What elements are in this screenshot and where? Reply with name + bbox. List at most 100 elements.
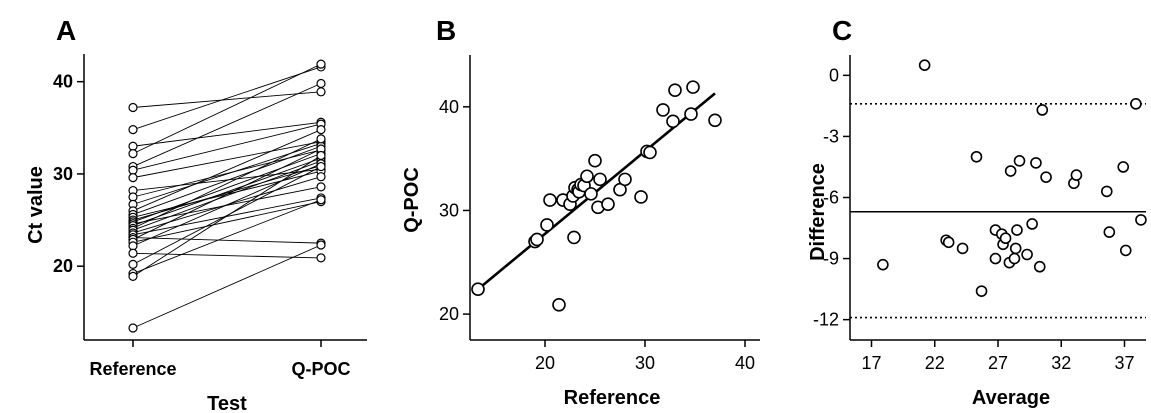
point-reference-25 [128,248,138,258]
point-reference-3 [128,149,138,159]
point-qpoc-15 [316,182,326,192]
pair-line-21 [132,237,322,244]
pair-line-28 [132,155,322,277]
b-xtick-label-0: 20 [535,353,555,373]
point-qpoc-17 [316,134,326,144]
pair-line-16 [132,157,322,227]
c-xtick-label-1: 22 [925,353,945,373]
c-point-15 [1009,242,1022,255]
b-point-30 [686,80,700,94]
b-point-0 [471,282,485,297]
a-ytick-label-0: 20 [53,256,73,276]
c-ytick-label-2: -6 [823,188,839,208]
c-point-3 [942,236,955,249]
point-reference-28 [128,271,138,281]
point-qpoc-27 [316,195,326,205]
c-ytick-label-4: -12 [813,310,839,330]
b-point-27 [666,114,680,129]
c-ticks: 0 -3 -6 -9 -12 17 22 27 32 37 [813,65,1135,373]
b-point-31 [708,113,722,128]
point-qpoc-10 [316,125,326,135]
b-point-23 [634,190,648,204]
point-qpoc-25 [316,253,326,263]
c-point-14 [1008,252,1021,265]
c-point-29 [1119,244,1132,257]
pair-line-6 [132,141,322,179]
pair-line-11 [132,145,322,215]
c-point-20 [1030,157,1042,169]
c-point-13 [1004,165,1017,177]
a-pairs [132,63,322,329]
c-ylabel: Difference [807,163,829,261]
c-point-23 [1040,171,1052,183]
b-point-22 [618,172,632,187]
c-point-18 [1021,248,1033,261]
b-point-9 [567,230,581,245]
c-ytick-label-1: -3 [823,126,839,146]
b-ytick-label-2: 40 [439,97,459,117]
c-point-4 [956,242,969,255]
b-point-5 [552,297,566,312]
a-ticks: 20 30 40 Reference Q-POC [53,72,351,379]
panel-a: A 20 30 40 Reference Q-POC Ct value Test [25,15,367,413]
b-point-29 [684,107,698,121]
b-xlabel: Reference [564,387,661,409]
a-axes [83,54,367,341]
pair-line-4 [132,83,322,167]
c-point-16 [1011,224,1023,236]
b-point-3 [540,218,554,232]
b-point-2 [530,232,544,247]
point-reference-6 [128,173,138,183]
c-ytick-label-0: 0 [829,65,839,85]
pair-line-22 [132,148,322,240]
pair-line-5 [132,123,322,171]
pair-line-17 [132,138,322,229]
b-points [471,80,722,312]
b-point-4 [543,193,557,207]
c-xtick-label-4: 37 [1114,353,1134,373]
c-point-11 [999,232,1012,245]
c-point-25 [1070,169,1083,181]
c-point-27 [1103,226,1116,238]
panel-letter-a: A [56,15,76,46]
pair-line-3 [132,63,322,155]
point-qpoc-29 [316,240,326,250]
b-point-25 [643,145,657,160]
b-point-26 [656,103,670,117]
c-point-1 [918,59,931,71]
c-point-30 [1130,98,1142,110]
point-qpoc-0 [316,87,326,97]
c-point-0 [877,258,889,271]
a-xlabel: Test [207,393,247,413]
b-point-20 [601,197,615,212]
b-point-15 [580,169,594,184]
b-ylabel: Q-POC [401,167,423,233]
a-points [128,59,326,333]
b-point-16 [584,187,598,201]
pair-line-29 [132,244,322,329]
c-point-21 [1033,260,1046,273]
point-reference-26 [128,259,138,269]
c-point-26 [1100,185,1113,198]
a-xtick-label-1: Q-POC [291,359,350,379]
c-point-8 [989,252,1002,265]
c-point-28 [1117,161,1130,173]
b-xtick-label-2: 40 [735,353,755,373]
point-reference-1 [128,125,138,135]
pair-line-0 [132,91,322,108]
point-qpoc-3 [316,59,326,69]
b-ytick-label-1: 30 [439,200,459,220]
b-ticks: 20 30 40 20 30 40 [439,97,755,373]
b-xtick-label-1: 30 [635,353,655,373]
c-xtick-label-3: 32 [1051,353,1071,373]
c-axes [849,55,1146,341]
c-xtick-label-2: 27 [988,353,1008,373]
point-qpoc-4 [316,78,326,89]
c-point-19 [1026,218,1038,230]
c-point-22 [1036,104,1049,116]
panel-letter-b: B [436,15,456,46]
b-point-19 [593,172,607,187]
pair-line-10 [132,129,322,212]
panel-b: B 20 30 40 20 30 40 Q-POC Reference [401,15,760,409]
a-ylabel: Ct value [25,166,47,244]
